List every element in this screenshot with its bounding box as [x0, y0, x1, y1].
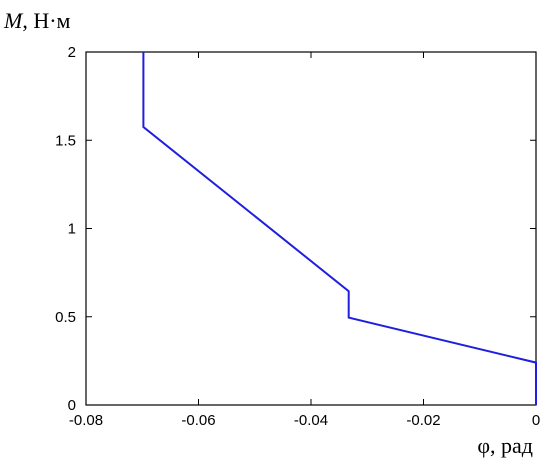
y-tick-label: 0.5 — [55, 309, 76, 326]
y-axis-title: M, Н·м — [3, 8, 71, 33]
series-line — [142, 52, 537, 405]
y-axis-ticks: 0 0.5 1 1.5 2 — [55, 44, 536, 414]
y-tick-label: 0 — [68, 397, 76, 414]
y-axis-unit: , Н·м — [22, 8, 70, 33]
x-axis-ticks: -0.08 -0.06 -0.04 -0.02 0 — [69, 52, 540, 429]
y-tick-label: 2 — [68, 44, 76, 61]
x-tick-label: -0.04 — [294, 412, 328, 429]
y-axis-variable: M — [3, 8, 24, 33]
x-tick-label: -0.02 — [406, 412, 440, 429]
series-group — [142, 52, 537, 405]
y-tick-label: 1 — [68, 221, 76, 238]
x-tick-label: -0.08 — [69, 412, 103, 429]
plot-area — [85, 51, 537, 406]
x-axis-title: φ, рад — [477, 433, 533, 458]
x-tick-label: -0.06 — [181, 412, 215, 429]
x-tick-label: 0 — [532, 412, 540, 429]
y-tick-label: 1.5 — [55, 132, 76, 149]
